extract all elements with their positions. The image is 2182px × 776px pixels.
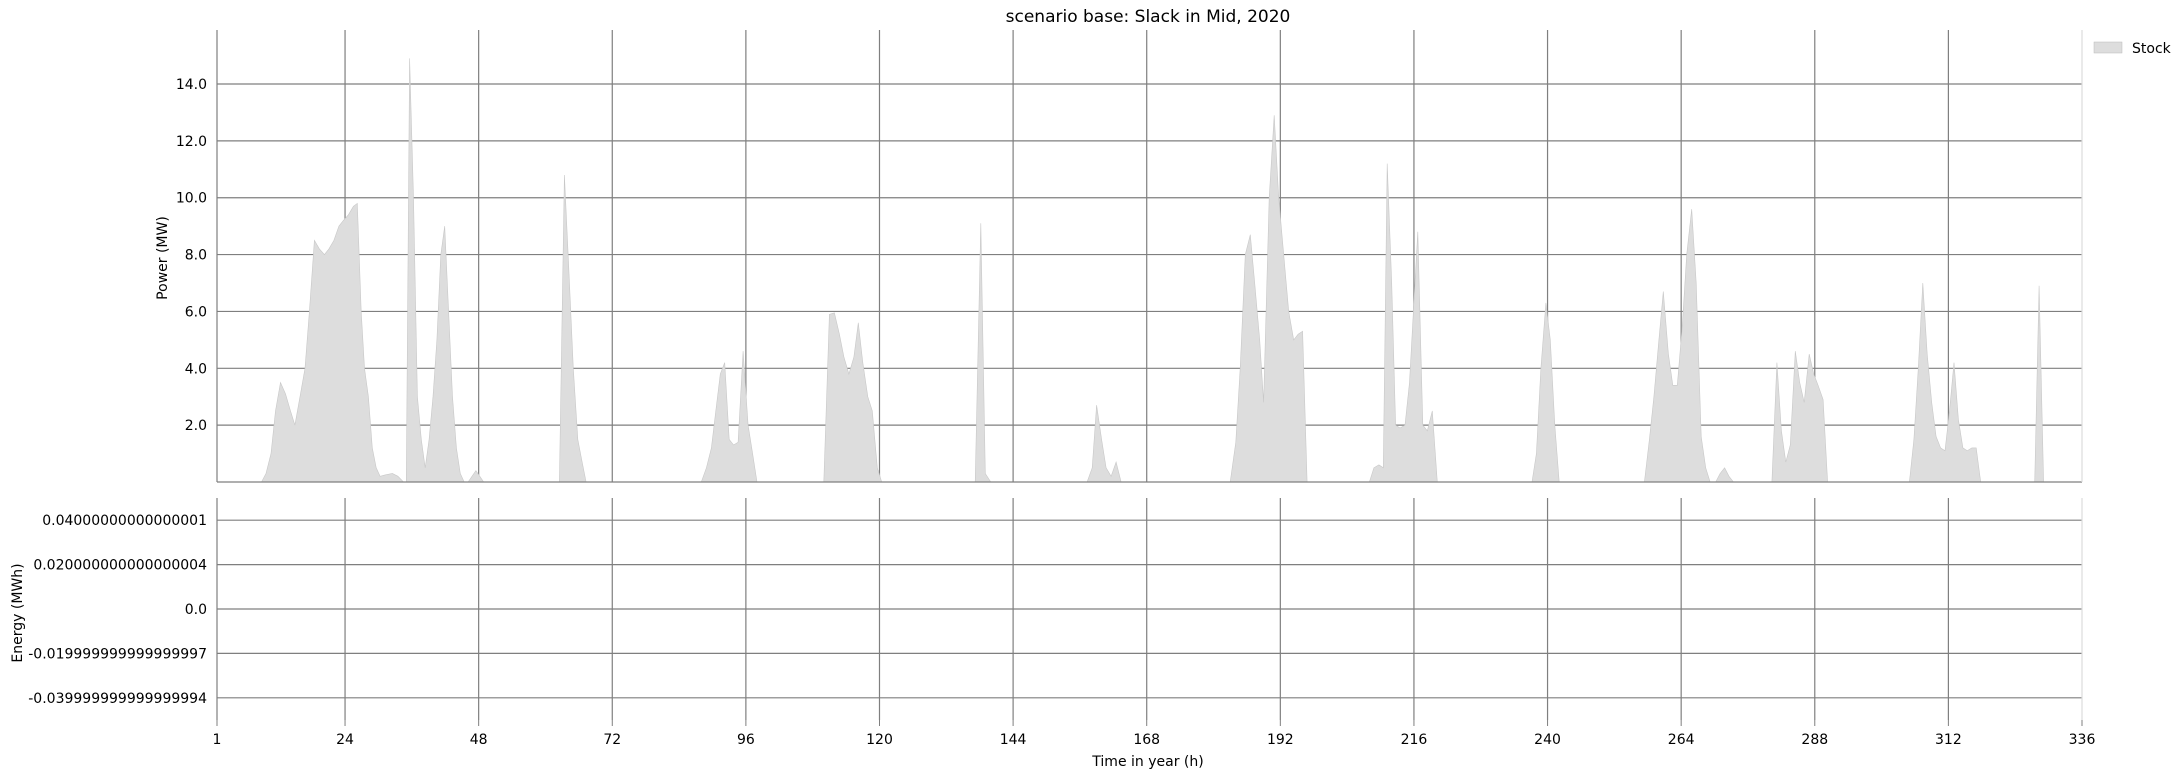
x-tick-label: 48 xyxy=(470,732,488,748)
power-y-tick-label: 8.0 xyxy=(185,248,207,264)
energy-y-tick-label: 0.020000000000000004 xyxy=(33,558,207,574)
x-tick-label: 240 xyxy=(1534,732,1561,748)
energy-y-axis-label: Energy (MWh) xyxy=(10,563,26,662)
x-tick-label: 120 xyxy=(866,732,893,748)
chart-title: scenario base: Slack in Mid, 2020 xyxy=(1006,7,1291,27)
x-tick-label: 144 xyxy=(1000,732,1027,748)
power-y-ticks: 2.0 4.0 6.0 8.0 10.0 12.0 14.0 xyxy=(176,77,207,434)
x-tick-label: 264 xyxy=(1668,732,1695,748)
x-tick-label: 24 xyxy=(336,732,354,748)
energy-y-tick-label: -0.039999999999999994 xyxy=(28,691,207,707)
legend-label-stock: Stock xyxy=(2132,41,2172,57)
x-tick-label: 336 xyxy=(2069,732,2096,748)
x-axis-ticks: 1 24 48 72 96 120 144 168 192 216 240 264 288 312 336 xyxy=(213,720,2096,748)
stock-area-series xyxy=(217,58,2082,483)
x-axis-label: Time in year (h) xyxy=(1091,754,1203,770)
power-area xyxy=(217,58,2082,483)
x-tick-label: 288 xyxy=(1801,732,1828,748)
legend: Stock xyxy=(2093,41,2172,57)
x-tick-label: 216 xyxy=(1401,732,1428,748)
energy-y-ticks: -0.039999999999999994 -0.0199999999999999… xyxy=(28,513,207,707)
x-tick-label: 192 xyxy=(1267,732,1294,748)
energy-y-tick-label: -0.019999999999999997 xyxy=(28,646,207,662)
power-y-tick-label: 12.0 xyxy=(176,134,207,150)
power-axes xyxy=(216,30,2083,483)
energy-y-tick-label: 0.04000000000000001 xyxy=(42,513,207,529)
x-tick-label: 72 xyxy=(603,732,621,748)
energy-axes xyxy=(216,498,2083,720)
power-y-tick-label: 4.0 xyxy=(185,361,207,377)
power-y-tick-label: 14.0 xyxy=(176,77,207,93)
power-y-tick-label: 10.0 xyxy=(176,191,207,207)
energy-grid xyxy=(217,498,2083,720)
x-tick-label: 312 xyxy=(1935,732,1962,748)
legend-swatch-stock xyxy=(2093,41,2123,54)
power-y-axis-label: Power (MW) xyxy=(155,216,171,300)
energy-y-tick-label: 0.0 xyxy=(185,602,207,618)
x-tick-label: 96 xyxy=(737,732,755,748)
power-y-tick-label: 2.0 xyxy=(185,418,207,434)
x-tick-label: 1 xyxy=(213,732,222,748)
x-tick-label: 168 xyxy=(1133,732,1160,748)
power-y-tick-label: 6.0 xyxy=(185,304,207,320)
